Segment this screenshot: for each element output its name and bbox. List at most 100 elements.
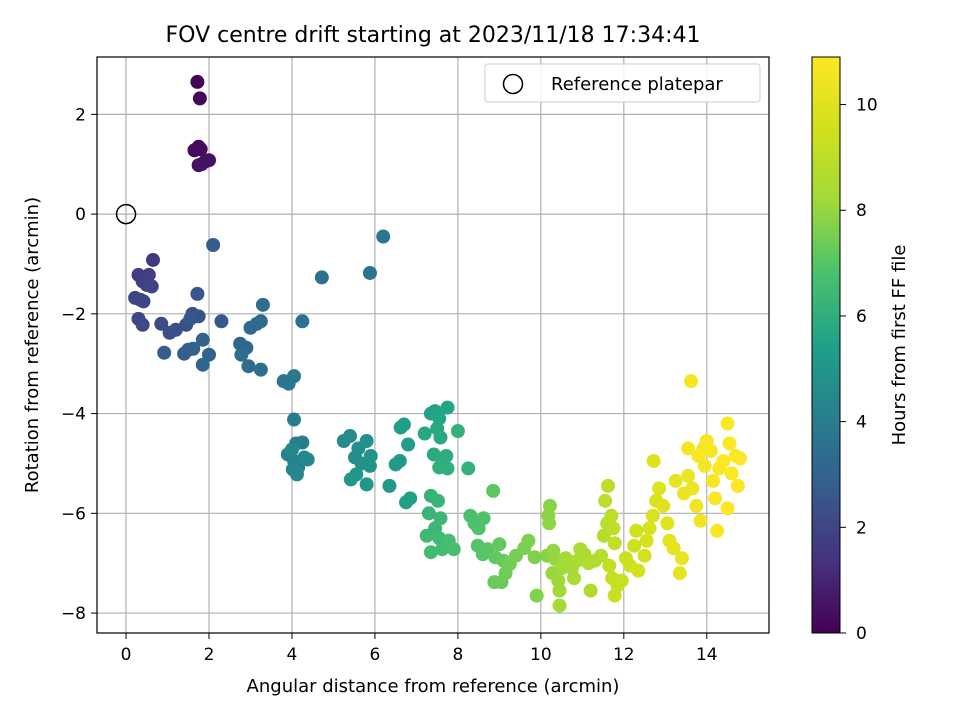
data-point [492,537,507,552]
data-point [685,481,700,496]
colorbar-tick-label: 4 [856,413,867,433]
data-point [359,477,374,492]
data-point [287,412,302,427]
data-point [362,458,377,473]
data-point [450,424,465,439]
legend-box [484,63,761,103]
data-point [183,311,198,326]
data-point [403,491,418,506]
data-point [234,347,249,362]
data-point [666,541,681,556]
data-point [314,270,329,285]
chart-title: FOV centre drift starting at 2023/11/18 … [166,23,701,48]
colorbar: 0 2 4 6 8 10 Hours from first FF file [811,56,910,644]
data-point [195,357,210,372]
data-point [614,573,629,588]
data-point [157,345,172,360]
data-point [289,467,304,482]
data-point [693,513,708,528]
data-point [652,481,667,496]
data-point [417,426,432,441]
x-tick-label: 12 [613,645,635,665]
y-tick-label: −6 [61,504,86,524]
data-point [202,347,216,362]
data-point [439,448,454,463]
data-point [343,472,358,487]
data-point [446,542,461,557]
data-point [529,588,544,603]
y-tick-label: 2 [75,105,86,125]
x-tick-label: 4 [287,645,298,665]
data-point [527,550,542,565]
y-axis-label: Rotation from reference (arcmin) [22,197,43,493]
data-point [396,417,411,432]
x-tick-label: 2 [204,645,215,665]
reference-marker-layer [115,203,137,225]
data-point [190,74,205,89]
data-point [284,442,299,457]
data-point [214,314,229,329]
y-axis-ticks: 2 0 −2 −4 −6 −8 [61,105,97,624]
legend: Reference platepar [484,63,761,103]
data-point [190,286,205,301]
data-point [716,453,731,468]
legend-marker-circle [502,73,524,95]
data-point [136,294,151,309]
data-point [419,528,434,543]
x-tick-label: 10 [530,645,552,665]
data-point [154,316,169,331]
x-tick-label: 0 [121,645,132,665]
data-point [645,508,660,523]
data-point [732,451,747,466]
data-point [144,279,159,294]
data-point [433,511,448,526]
colorbar-tick-label: 10 [856,96,878,116]
data-point [295,435,310,450]
data-point [195,332,210,347]
colorbar-tick-label: 0 [856,624,867,644]
data-point [642,521,657,536]
data-point [684,374,699,389]
data-point [724,466,739,481]
data-point [376,229,391,244]
data-points [128,74,747,613]
data-point [363,448,378,463]
colorbar-tick-label: 8 [856,201,867,221]
data-point [440,461,455,476]
y-tick-label: −2 [61,305,86,325]
data-point [382,478,397,493]
data-point [730,478,745,493]
data-point [668,473,683,488]
reference-marker [115,203,137,225]
data-point [192,91,207,106]
data-point [722,436,737,451]
data-point [423,545,438,560]
data-point [146,252,160,267]
data-point [476,511,491,526]
colorbar-tick-label: 6 [856,307,867,327]
x-axis-label: Angular distance from reference (arcmin) [247,676,620,697]
data-point [596,528,611,543]
x-axis-ticks: 0 2 4 6 8 10 12 14 [121,633,718,665]
colorbar-label: Hours from first FF file [889,245,910,446]
data-point [604,508,619,523]
y-tick-label: −8 [61,604,86,624]
data-point [440,400,455,415]
data-point [542,516,557,531]
data-point [461,461,476,476]
data-point [639,533,654,548]
data-point [656,498,671,513]
data-point [606,521,621,536]
data-point [255,297,270,312]
data-point [521,533,536,548]
data-point [359,434,374,448]
data-point [388,457,403,472]
data-point [583,583,598,598]
data-point [401,437,416,452]
data-point [253,314,268,329]
x-tick-label: 6 [370,645,381,665]
data-point [681,468,696,483]
y-tick-label: 0 [75,205,86,225]
